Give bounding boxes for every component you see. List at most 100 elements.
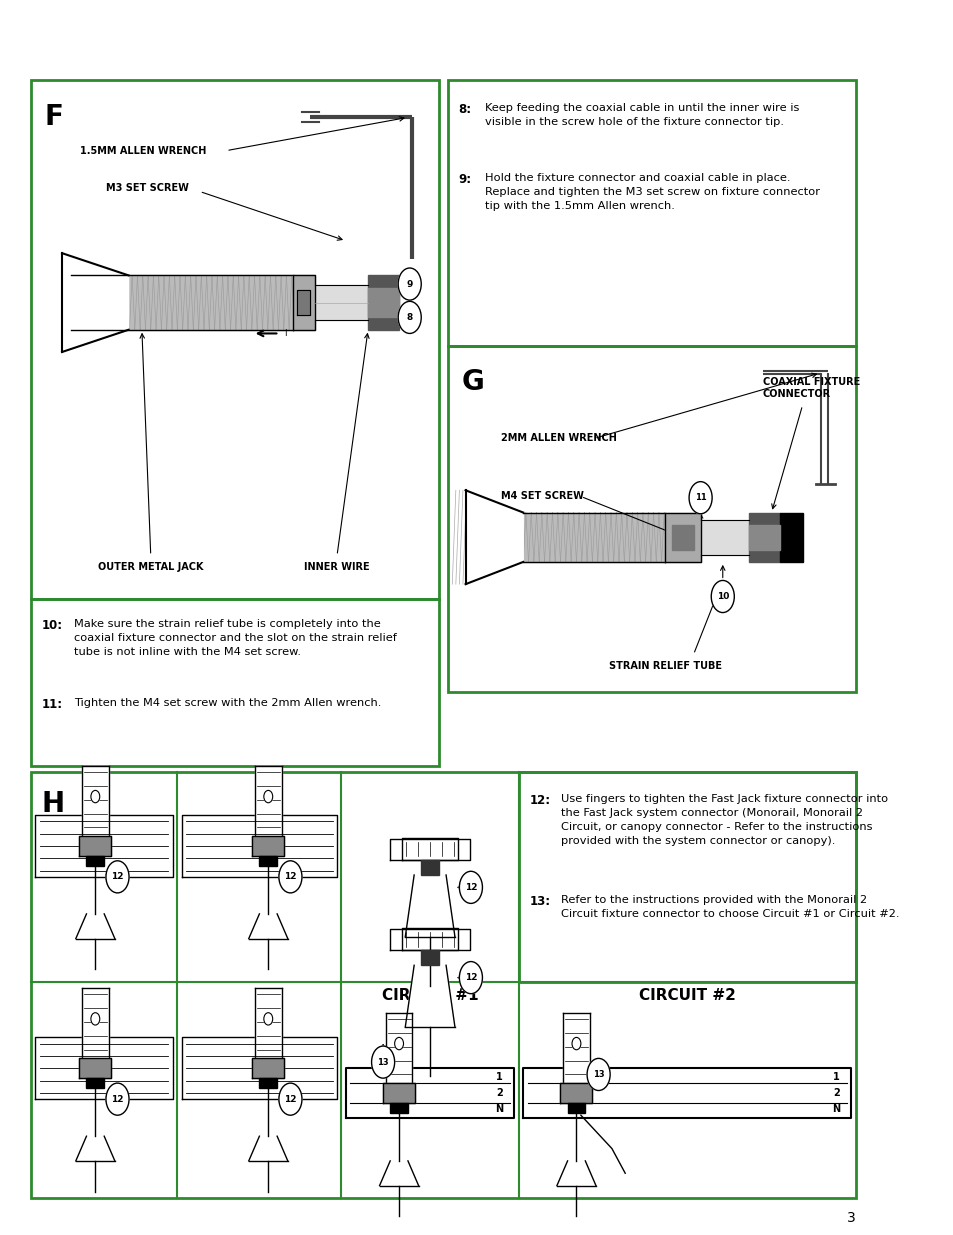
Circle shape — [688, 482, 711, 514]
Circle shape — [106, 861, 129, 893]
Polygon shape — [421, 860, 438, 874]
Text: 12: 12 — [284, 872, 296, 882]
Text: Make sure the strain relief tube is completely into the
coaxial fixture connecto: Make sure the strain relief tube is comp… — [73, 619, 396, 657]
Polygon shape — [71, 275, 293, 330]
Text: 12: 12 — [112, 872, 124, 882]
Text: 10:: 10: — [42, 619, 63, 632]
Text: H: H — [42, 790, 65, 819]
Polygon shape — [82, 766, 109, 836]
Polygon shape — [780, 513, 801, 562]
Text: 11:: 11: — [42, 698, 63, 711]
Text: 3: 3 — [846, 1212, 855, 1225]
Circle shape — [572, 1037, 580, 1050]
Text: 12: 12 — [112, 1094, 124, 1104]
Polygon shape — [401, 837, 458, 860]
Text: Refer to the instructions provided with the Monorail 2
Circuit fixture connector: Refer to the instructions provided with … — [560, 895, 899, 919]
Polygon shape — [182, 1037, 336, 1099]
Text: Hold the fixture connector and coaxial cable in place.
Replace and tighten the M: Hold the fixture connector and coaxial c… — [484, 173, 820, 211]
Polygon shape — [346, 1068, 514, 1118]
Text: 8: 8 — [406, 312, 413, 322]
Polygon shape — [557, 1161, 596, 1186]
Text: 2: 2 — [496, 1088, 502, 1098]
Polygon shape — [87, 1078, 104, 1088]
Polygon shape — [405, 874, 455, 936]
Text: 9: 9 — [406, 279, 413, 289]
Polygon shape — [182, 815, 336, 877]
Polygon shape — [254, 766, 281, 836]
Text: F: F — [44, 103, 63, 131]
Polygon shape — [385, 1013, 412, 1083]
Circle shape — [106, 1083, 129, 1115]
Circle shape — [397, 268, 421, 300]
Circle shape — [459, 962, 482, 994]
Polygon shape — [252, 836, 284, 856]
Polygon shape — [749, 525, 780, 550]
Polygon shape — [560, 1083, 592, 1103]
Circle shape — [91, 1013, 100, 1025]
Text: 12:: 12: — [529, 794, 550, 808]
Text: Keep feeding the coaxial cable in until the inner wire is
visible in the screw h: Keep feeding the coaxial cable in until … — [484, 103, 799, 126]
Circle shape — [264, 790, 273, 803]
Text: N: N — [495, 1104, 503, 1114]
Polygon shape — [249, 914, 288, 939]
Polygon shape — [35, 815, 172, 877]
Text: N: N — [831, 1104, 840, 1114]
Polygon shape — [79, 836, 112, 856]
Text: 12: 12 — [284, 1094, 296, 1104]
Text: 12: 12 — [464, 883, 476, 892]
Polygon shape — [562, 1013, 589, 1083]
Circle shape — [91, 790, 100, 803]
Polygon shape — [390, 840, 470, 860]
Text: M4 SET SCREW: M4 SET SCREW — [500, 492, 583, 501]
Polygon shape — [700, 520, 749, 555]
Text: Use fingers to tighten the Fast Jack fixture connector into
the Fast Jack system: Use fingers to tighten the Fast Jack fix… — [560, 794, 887, 846]
Polygon shape — [383, 1083, 415, 1103]
Polygon shape — [522, 513, 664, 562]
Text: 1: 1 — [496, 1072, 502, 1082]
Circle shape — [586, 1058, 610, 1091]
Text: I: I — [283, 329, 286, 338]
Text: 1.5MM ALLEN WRENCH: 1.5MM ALLEN WRENCH — [80, 146, 206, 156]
Polygon shape — [390, 930, 470, 951]
Text: G: G — [460, 368, 483, 396]
Text: 8:: 8: — [458, 103, 471, 116]
Circle shape — [278, 861, 302, 893]
Circle shape — [459, 872, 482, 904]
Polygon shape — [87, 856, 104, 866]
Text: 1: 1 — [832, 1072, 839, 1082]
Polygon shape — [368, 275, 398, 330]
Circle shape — [397, 301, 421, 333]
Polygon shape — [62, 253, 129, 352]
Text: 13: 13 — [592, 1070, 604, 1079]
Polygon shape — [368, 288, 398, 317]
Polygon shape — [35, 1037, 172, 1099]
Polygon shape — [249, 1136, 288, 1161]
Polygon shape — [379, 1161, 418, 1186]
Polygon shape — [401, 929, 458, 951]
Polygon shape — [421, 951, 438, 966]
Polygon shape — [405, 966, 455, 1028]
Text: 2: 2 — [832, 1088, 839, 1098]
Polygon shape — [390, 1103, 408, 1113]
Polygon shape — [259, 856, 277, 866]
Text: 13:: 13: — [529, 895, 550, 909]
Text: 10: 10 — [716, 592, 728, 601]
Text: CIRCUIT #2: CIRCUIT #2 — [639, 988, 735, 1003]
Polygon shape — [465, 490, 522, 584]
Text: Tighten the M4 set screw with the 2mm Allen wrench.: Tighten the M4 set screw with the 2mm Al… — [73, 698, 380, 708]
Polygon shape — [252, 1058, 284, 1078]
Text: 13: 13 — [376, 1057, 389, 1067]
Polygon shape — [79, 1058, 112, 1078]
Polygon shape — [296, 290, 310, 315]
Polygon shape — [672, 525, 693, 550]
Polygon shape — [75, 1136, 114, 1161]
Polygon shape — [75, 914, 114, 939]
Polygon shape — [254, 988, 281, 1058]
Polygon shape — [82, 988, 109, 1058]
Text: STRAIN RELIEF TUBE: STRAIN RELIEF TUBE — [608, 661, 720, 671]
Text: CIRCUIT #1: CIRCUIT #1 — [381, 988, 477, 1003]
Polygon shape — [522, 1068, 850, 1118]
Text: M3 SET SCREW: M3 SET SCREW — [107, 183, 189, 193]
Circle shape — [711, 580, 734, 613]
Text: 9:: 9: — [458, 173, 471, 186]
